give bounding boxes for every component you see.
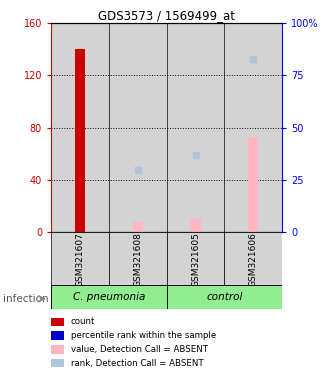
Bar bbox=[248, 137, 258, 232]
Bar bbox=[109, 232, 167, 286]
Title: GDS3573 / 1569499_at: GDS3573 / 1569499_at bbox=[98, 9, 235, 22]
Text: GSM321606: GSM321606 bbox=[249, 232, 258, 286]
Point bbox=[135, 167, 140, 173]
Bar bbox=[51, 232, 109, 286]
Text: GSM321608: GSM321608 bbox=[133, 232, 142, 286]
Bar bbox=[75, 49, 85, 232]
Text: GSM321605: GSM321605 bbox=[191, 232, 200, 286]
Point bbox=[193, 152, 198, 158]
Text: C. pneumonia: C. pneumonia bbox=[73, 292, 145, 302]
Text: percentile rank within the sample: percentile rank within the sample bbox=[71, 331, 216, 340]
Bar bbox=[51, 23, 109, 232]
Bar bbox=[133, 222, 143, 232]
Bar bbox=[167, 23, 224, 232]
Text: GSM321607: GSM321607 bbox=[76, 232, 84, 286]
Bar bbox=[167, 285, 282, 309]
Bar bbox=[109, 23, 167, 232]
Bar bbox=[51, 285, 167, 309]
Text: count: count bbox=[71, 317, 95, 326]
Text: control: control bbox=[206, 292, 243, 302]
Bar bbox=[224, 232, 282, 286]
Bar bbox=[224, 23, 282, 232]
Bar bbox=[190, 219, 201, 232]
Text: value, Detection Call = ABSENT: value, Detection Call = ABSENT bbox=[71, 345, 208, 354]
Point bbox=[251, 56, 256, 62]
Text: rank, Detection Call = ABSENT: rank, Detection Call = ABSENT bbox=[71, 359, 204, 368]
Text: infection: infection bbox=[3, 294, 49, 304]
Bar bbox=[167, 232, 224, 286]
